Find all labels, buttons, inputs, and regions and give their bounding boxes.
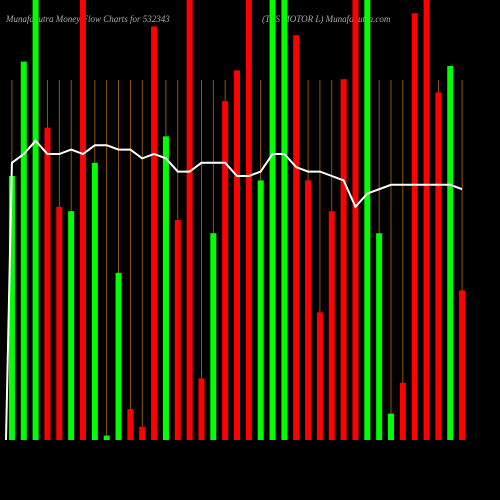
bar [399, 382, 406, 440]
bar [234, 70, 240, 441]
bar [198, 378, 205, 440]
bar [186, 0, 193, 440]
bar [56, 206, 63, 440]
bar [376, 233, 383, 440]
bar [68, 211, 75, 440]
bar [257, 180, 264, 440]
bar [162, 136, 169, 440]
bar [423, 0, 430, 440]
bar [352, 0, 359, 440]
money-flow-line [5, 139, 463, 441]
bar [103, 435, 110, 440]
bar [91, 162, 98, 441]
bar [32, 0, 39, 440]
bar [411, 13, 418, 440]
bar [174, 220, 181, 440]
bar [328, 211, 335, 440]
bar [80, 0, 86, 440]
bar [245, 0, 252, 440]
chart-title: MunafaSutra Money Flow Charts for 532343 [5, 14, 170, 24]
chart-subtitle: (TVS MOTOR L) MunafaSutra.com [262, 14, 391, 24]
bar [305, 180, 312, 440]
bar [210, 233, 217, 440]
bar [364, 0, 371, 440]
bar [316, 312, 323, 440]
bar [293, 35, 300, 440]
bar [222, 101, 229, 440]
bar [447, 66, 454, 440]
bar [8, 176, 15, 440]
bar [44, 127, 51, 440]
bar [281, 0, 288, 440]
bar [340, 79, 347, 440]
bar [20, 61, 27, 440]
bar [115, 272, 122, 440]
bar [459, 290, 466, 440]
bar [388, 413, 394, 440]
bar [139, 426, 146, 440]
bar [127, 409, 134, 440]
bar [269, 0, 276, 440]
bar [151, 26, 158, 441]
bar [435, 92, 442, 441]
